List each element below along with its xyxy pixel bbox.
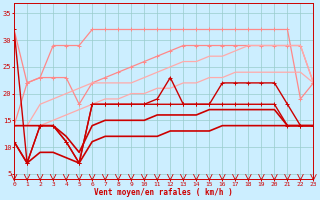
X-axis label: Vent moyen/en rafales ( km/h ): Vent moyen/en rafales ( km/h ) (94, 188, 233, 197)
